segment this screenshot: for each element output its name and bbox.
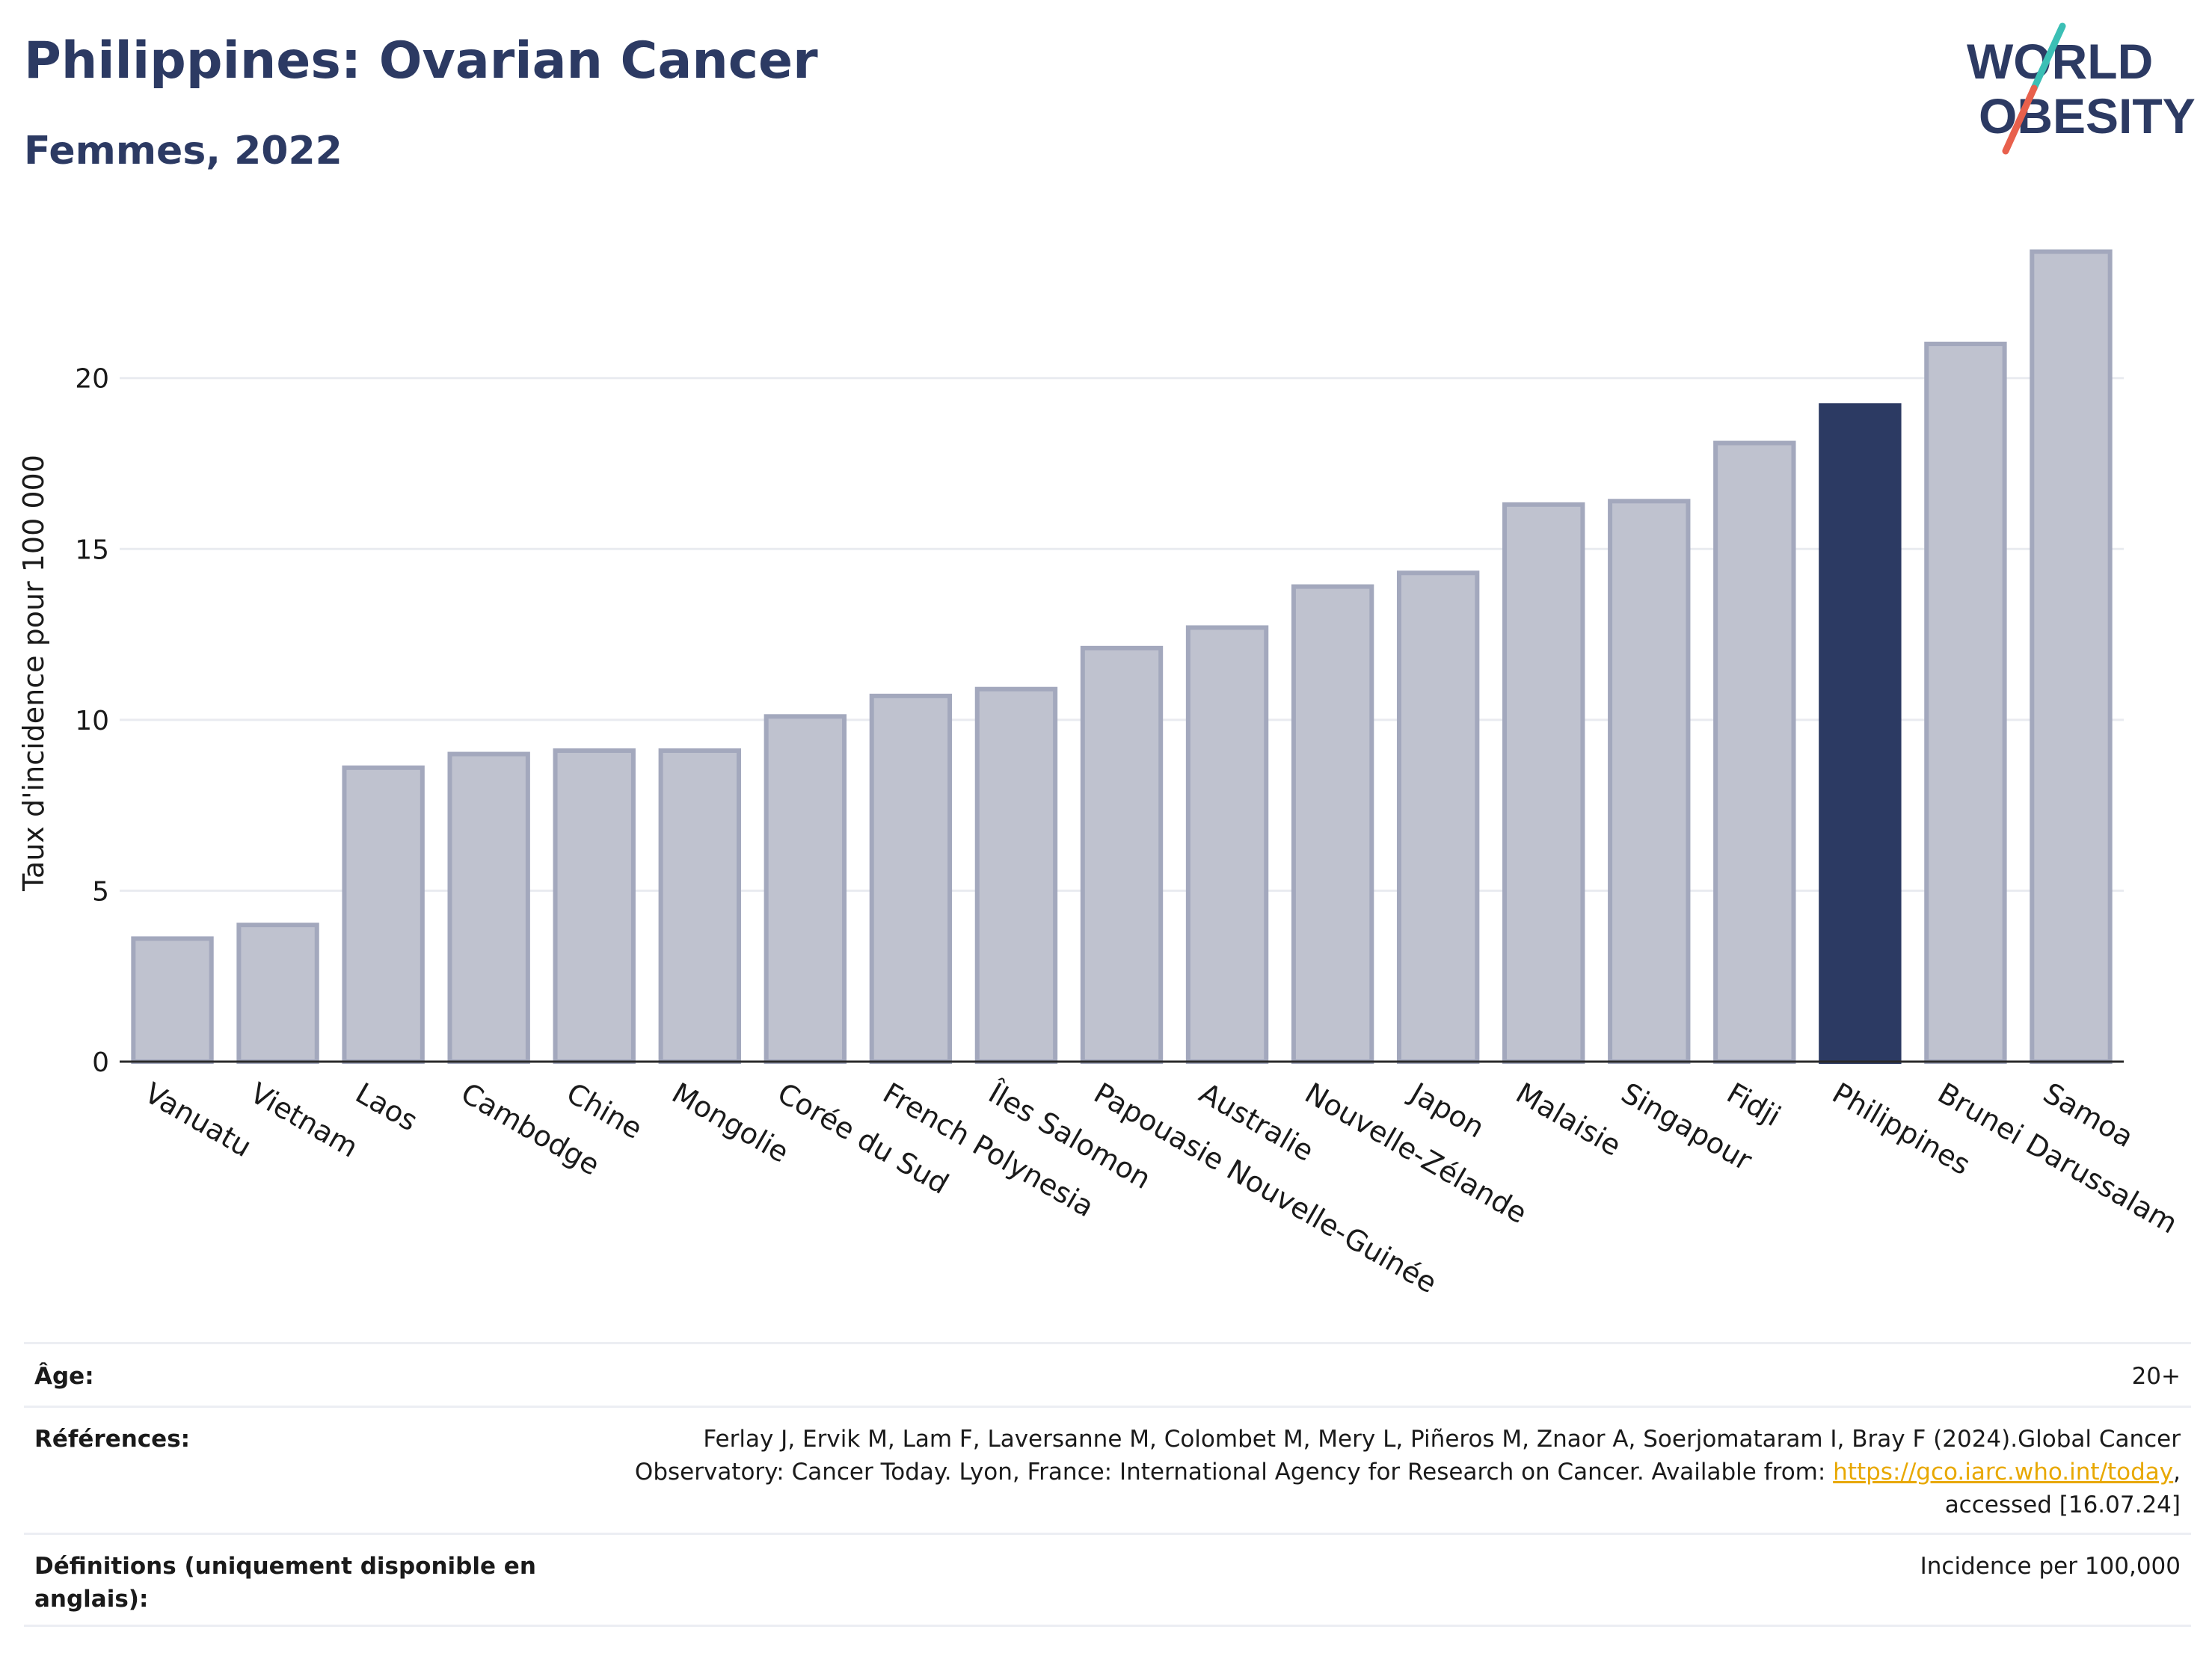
bar-papouasie-nouvelle-guin-e — [1080, 645, 1164, 1064]
meta-divider — [24, 1406, 2191, 1408]
y-axis-label: Taux d'incidence pour 100 000 — [17, 455, 50, 892]
definitions-value: Incidence per 100,000 — [1920, 1553, 2181, 1580]
age-value: 20+ — [2131, 1363, 2181, 1390]
y-tick-label: 5 — [92, 876, 109, 907]
bar--les-salomon — [974, 686, 1058, 1064]
y-axis-ticks: 0 5 10 15 20 — [75, 364, 109, 1078]
bar-australie — [1185, 625, 1269, 1064]
bar-japon — [1396, 570, 1480, 1064]
x-tick-label: Fidji — [1721, 1077, 1787, 1133]
meta-divider — [24, 1625, 2191, 1627]
bar-samoa — [2030, 249, 2113, 1065]
x-tick-label: Malaisie — [1511, 1077, 1627, 1163]
chart-metadata: Âge: 20+ Références: Ferlay J, Ervik M, … — [24, 1342, 2191, 1641]
y-tick-label: 10 — [75, 706, 109, 736]
meta-divider — [24, 1533, 2191, 1535]
bar-vietnam — [236, 923, 319, 1064]
y-tick-label: 20 — [75, 364, 109, 395]
references-line-2-end: , — [2173, 1459, 2181, 1486]
y-tick-label: 15 — [75, 535, 109, 565]
x-tick-label: Vanuatu — [139, 1077, 257, 1163]
x-tick-label: Mongolie — [666, 1077, 794, 1169]
bar-nouvelle-z-lande — [1291, 584, 1374, 1064]
logo-slash-bottom — [2002, 84, 2038, 155]
references-link[interactable]: https://gco.iarc.who.int/today — [1833, 1459, 2174, 1486]
bar-malaisie — [1502, 502, 1585, 1064]
logo-line-1: WORLD — [1967, 34, 2153, 89]
references-line-1: Ferlay J, Ervik M, Lam F, Laversanne M, … — [703, 1426, 2181, 1453]
world-obesity-logo: WORLD OBESITY — [1967, 22, 2196, 155]
bar-philippines — [1819, 403, 1902, 1064]
bar-cambodge — [447, 751, 530, 1064]
meta-divider — [24, 1342, 2191, 1344]
bar-mongolie — [658, 748, 741, 1064]
references-line-2: Observatory: Cancer Today. Lyon, France:… — [610, 1456, 2181, 1489]
definitions-label: Définitions (uniquement disponible en an… — [34, 1553, 536, 1613]
bar-cor-e-du-sud — [764, 714, 847, 1064]
bar-laos — [342, 765, 425, 1065]
references-label: Références: — [34, 1426, 191, 1453]
bar-brunei-darussalam — [1924, 342, 2007, 1064]
x-tick-label: Laos — [350, 1077, 423, 1138]
bar-singapour — [1608, 499, 1691, 1064]
chart-bars — [120, 249, 2124, 1065]
bar-fidji — [1713, 440, 1796, 1064]
y-tick-label: 0 — [92, 1047, 109, 1078]
references-line-3: accessed [16.07.24] — [1944, 1492, 2181, 1518]
references-line-2-text: Observatory: Cancer Today. Lyon, France:… — [634, 1459, 1834, 1486]
age-label: Âge: — [34, 1363, 94, 1390]
references-value: Ferlay J, Ervik M, Lam F, Laversanne M, … — [610, 1423, 2181, 1521]
page-title: Philippines: Ovarian Cancer — [24, 31, 818, 90]
bar-chine — [553, 748, 636, 1064]
page-subtitle: Femmes, 2022 — [24, 129, 342, 173]
x-tick-label: Vietnam — [245, 1077, 363, 1164]
logo-slash-top — [2030, 22, 2066, 92]
bar-vanuatu — [131, 936, 214, 1065]
bar-french-polynesia — [869, 693, 953, 1064]
